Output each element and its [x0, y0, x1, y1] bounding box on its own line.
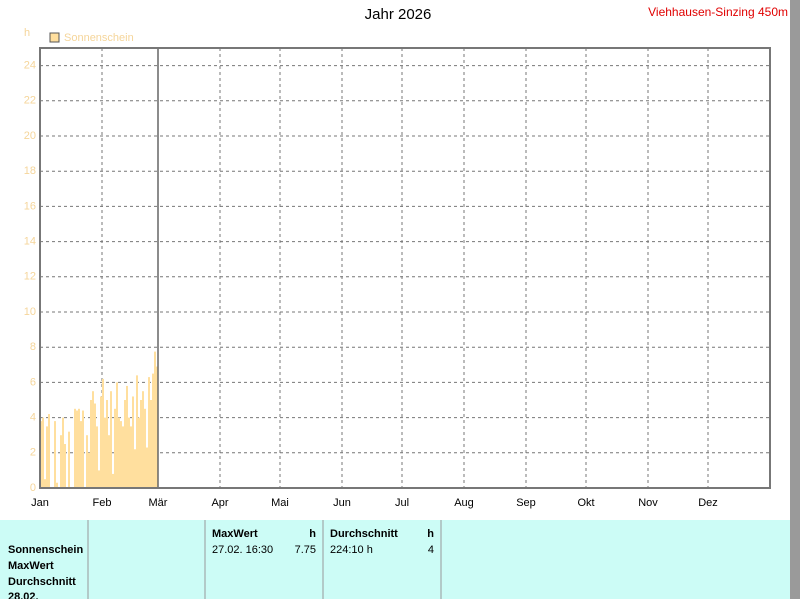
- station: Viehhausen-Sinzing 450m: [648, 5, 788, 19]
- bar: [78, 408, 80, 488]
- legend-label: Sonnenschein: [64, 32, 134, 44]
- col-unit: h: [309, 528, 316, 540]
- bar: [152, 373, 154, 488]
- y-tick-label: 10: [24, 306, 36, 318]
- bar: [80, 421, 82, 488]
- bar: [144, 408, 146, 488]
- y-tick-label: 4: [30, 412, 36, 424]
- cell: 27.02. 16:30: [212, 544, 273, 556]
- bar: [114, 408, 116, 488]
- bar: [96, 426, 98, 488]
- bar: [146, 447, 148, 488]
- bar: [94, 403, 96, 488]
- y-tick-label: 22: [24, 95, 36, 107]
- y-tick-label: 16: [24, 200, 36, 212]
- col-header: MaxWert: [212, 528, 258, 540]
- bar: [156, 366, 158, 488]
- bar: [48, 414, 50, 488]
- y-tick-label: 14: [24, 236, 36, 248]
- bar: [148, 377, 150, 488]
- bar: [44, 479, 46, 488]
- x-tick-label: Jun: [333, 497, 351, 509]
- bar: [124, 400, 126, 488]
- row-label: 28.02.: [8, 591, 39, 599]
- x-tick-label: Nov: [638, 497, 658, 509]
- bar: [138, 417, 140, 488]
- y-tick-label: 6: [30, 376, 36, 388]
- bar: [102, 378, 104, 488]
- bar: [112, 473, 114, 488]
- bar: [116, 382, 118, 488]
- bar: [74, 408, 76, 488]
- table-bg: [0, 520, 790, 599]
- y-tick-label: 8: [30, 341, 36, 353]
- y-tick-label: 12: [24, 271, 36, 283]
- y-tick-label: 24: [24, 60, 36, 72]
- bar: [100, 396, 102, 488]
- bar: [140, 400, 142, 488]
- legend-swatch: [49, 32, 60, 43]
- y-tick-label: 18: [24, 165, 36, 177]
- bar: [90, 400, 92, 488]
- x-tick-label: Mär: [149, 497, 168, 509]
- x-tick-label: Jan: [31, 497, 49, 509]
- col-unit: h: [427, 528, 434, 540]
- bar: [60, 435, 62, 488]
- bar: [154, 351, 156, 488]
- bar: [126, 385, 128, 488]
- bar: [110, 391, 112, 488]
- bar: [64, 444, 66, 488]
- bar: [46, 426, 48, 488]
- x-tick-label: Dez: [698, 497, 718, 509]
- bar: [42, 417, 44, 488]
- cell: 224:10 h: [330, 544, 373, 556]
- bar: [92, 391, 94, 488]
- bar: [76, 410, 78, 488]
- bar: [108, 435, 110, 488]
- bar: [88, 452, 90, 488]
- x-tick-label: Okt: [577, 497, 594, 509]
- bar: [82, 410, 84, 488]
- bar: [132, 396, 134, 488]
- y-tick-label: 0: [30, 482, 36, 494]
- bar: [62, 417, 64, 488]
- bar: [142, 391, 144, 488]
- x-tick-label: Jul: [395, 497, 409, 509]
- bar: [118, 417, 120, 488]
- row-label: Sonnenschein: [8, 544, 83, 556]
- bar: [120, 421, 122, 488]
- summary-table: Sonnenschein MaxWert Durchschnitt 28.02.…: [0, 520, 790, 603]
- cell: 4: [428, 544, 434, 556]
- y-tick-label: 2: [30, 447, 36, 459]
- bar: [56, 482, 58, 488]
- bar: [128, 417, 130, 488]
- x-tick-label: Feb: [93, 497, 112, 509]
- bar: [136, 375, 138, 488]
- bar: [150, 400, 152, 488]
- plot-frame: [39, 47, 771, 489]
- row-label: MaxWert: [8, 560, 54, 572]
- x-tick-label: Aug: [454, 497, 474, 509]
- x-tick-label: Sep: [516, 497, 536, 509]
- bar: [68, 431, 70, 488]
- chart-title: Jahr 2026: [365, 6, 432, 23]
- x-tick-label: Apr: [211, 497, 228, 509]
- bar: [122, 426, 124, 488]
- bar: [54, 421, 56, 488]
- y-tick-label: 20: [24, 130, 36, 142]
- col-header: Durchschnitt: [330, 528, 398, 540]
- cell: 7.75: [295, 544, 316, 556]
- side-strip: [790, 0, 800, 599]
- bar: [86, 435, 88, 488]
- y-axis-label: h: [24, 27, 30, 39]
- x-tick-label: Mai: [271, 497, 289, 509]
- bar: [130, 426, 132, 488]
- bar: [104, 417, 106, 488]
- row-label: Durchschnitt: [8, 576, 76, 588]
- bar: [98, 470, 100, 488]
- bar: [106, 400, 108, 488]
- bar: [134, 449, 136, 488]
